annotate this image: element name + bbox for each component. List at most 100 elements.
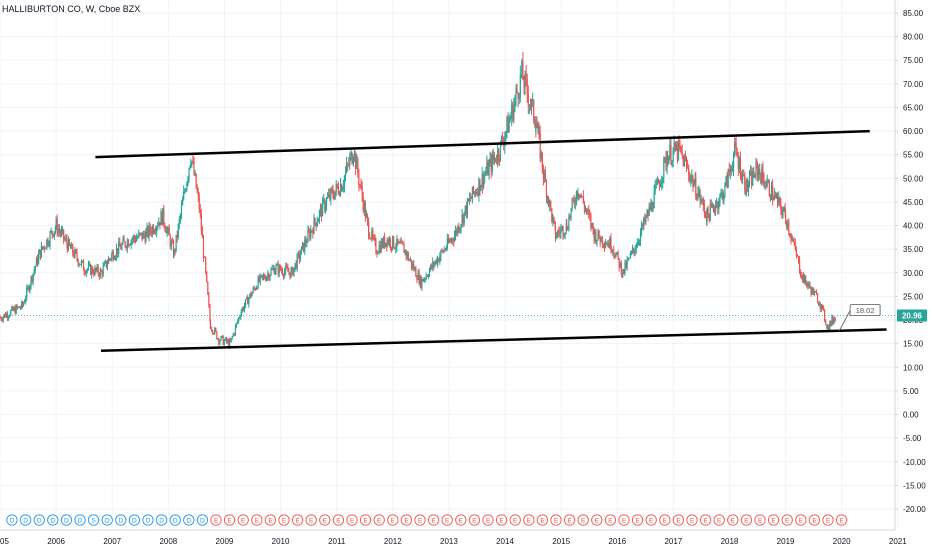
candle-body <box>118 241 120 254</box>
candle-body <box>87 264 90 270</box>
y-tick-label: 65.00 <box>903 103 924 112</box>
candle-body <box>260 275 262 276</box>
dividend-marker <box>142 514 154 526</box>
earnings-marker <box>767 514 780 526</box>
candle-body <box>656 179 658 184</box>
candle-body <box>512 104 514 121</box>
candle-body <box>261 275 264 277</box>
candle-body <box>736 152 738 158</box>
candle-body <box>94 267 96 275</box>
candle-body <box>77 259 79 265</box>
candle-body <box>276 264 278 266</box>
candle-body <box>568 216 570 230</box>
candle-body <box>708 214 710 221</box>
candle-body <box>415 268 417 277</box>
candle-body <box>195 173 197 189</box>
candle-body <box>347 163 349 165</box>
earnings-marker <box>550 514 562 526</box>
candle-body <box>8 316 10 318</box>
candle-body <box>636 242 638 248</box>
candle-body <box>428 270 431 277</box>
candle-body <box>366 215 369 221</box>
earnings-marker <box>618 514 630 526</box>
candle-body <box>209 305 211 321</box>
candle-body <box>614 254 616 258</box>
candle-body <box>74 249 76 257</box>
candle-body <box>498 149 500 159</box>
candle-body <box>654 185 656 192</box>
candle-body <box>117 248 119 254</box>
candle-body <box>773 194 775 200</box>
candle-body <box>168 227 170 236</box>
candle-body <box>425 275 427 279</box>
event-marker-label: E <box>731 518 736 525</box>
candle-body <box>550 200 552 209</box>
candle-body <box>470 198 472 199</box>
event-marker-label: E <box>799 518 804 525</box>
candle-body <box>418 272 420 285</box>
candle-body <box>350 152 352 157</box>
candle-body <box>112 251 114 260</box>
candle-body <box>671 161 673 164</box>
dividend-marker <box>60 514 73 526</box>
annotation-label: 18.02 <box>856 306 875 315</box>
candle-body <box>699 190 701 202</box>
y-tick-label: 30.00 <box>903 269 924 278</box>
earnings-marker <box>509 514 521 526</box>
candle-body <box>73 253 75 257</box>
candle-body <box>783 207 785 212</box>
candle-body <box>805 275 807 282</box>
event-marker-label: D <box>186 518 191 525</box>
candle-body <box>287 267 289 272</box>
candle-body <box>100 269 102 272</box>
candle-body <box>453 235 456 242</box>
candle-body <box>813 291 815 295</box>
candle-body <box>473 191 476 193</box>
candle-body <box>617 251 619 259</box>
candle-body <box>79 264 81 265</box>
candle-body <box>194 173 196 175</box>
candle-body <box>357 158 359 174</box>
earnings-marker <box>223 514 236 526</box>
candle-body <box>789 233 791 236</box>
candle-body <box>216 331 218 340</box>
candle-body <box>726 176 728 187</box>
dividend-marker <box>183 514 195 526</box>
candle-body <box>258 277 260 282</box>
y-tick-label: 50.00 <box>903 174 924 183</box>
candle-body <box>16 305 18 308</box>
candle-body <box>821 305 824 307</box>
candle-body <box>747 184 750 190</box>
candle-body <box>731 168 734 171</box>
candle-body <box>737 157 739 169</box>
candle-body <box>50 230 52 233</box>
x-tick-label: 2013 <box>440 537 458 546</box>
candle-body <box>405 250 407 257</box>
candle-body <box>829 321 831 330</box>
candle-body <box>767 180 769 182</box>
candle-body <box>518 96 520 100</box>
earnings-marker <box>332 514 345 526</box>
candle-body <box>454 229 457 236</box>
candle-body <box>645 216 647 222</box>
candle-body <box>755 162 757 178</box>
event-marker-label: D <box>159 518 164 525</box>
candle-body <box>745 179 747 196</box>
candle-body <box>817 302 820 305</box>
candle-body <box>514 98 516 106</box>
candle-body <box>362 196 364 211</box>
y-tick-label: 5.00 <box>903 387 919 396</box>
candle-body <box>633 250 635 254</box>
candle-body <box>298 253 300 260</box>
candle-body <box>557 230 559 236</box>
candle-body <box>202 237 205 258</box>
candle-body <box>414 268 416 270</box>
event-marker-label: E <box>690 518 695 525</box>
event-marker-label: E <box>241 518 246 525</box>
candle-body <box>651 202 653 210</box>
candle-body <box>103 263 105 267</box>
candle-body <box>266 276 268 281</box>
candle-body <box>786 220 788 227</box>
candle-body <box>371 230 373 239</box>
